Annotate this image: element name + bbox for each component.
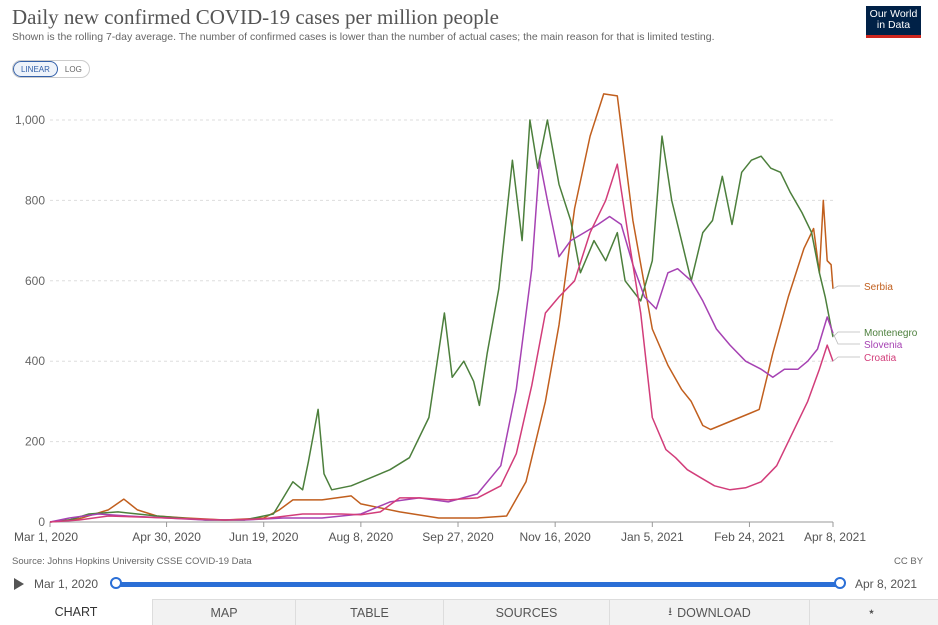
x-tick-label: Jun 19, 2020 (229, 530, 299, 544)
series-label-connector (832, 356, 860, 362)
series-label-connector (832, 331, 860, 338)
x-tick-label: Jan 5, 2021 (621, 530, 684, 544)
x-tick-label: Apr 8, 2021 (804, 530, 866, 544)
series-label-connector (832, 332, 860, 345)
tab-table[interactable]: TABLE (295, 599, 443, 625)
scale-toggle: LINEAR LOG (12, 60, 90, 78)
timeline-end-label: Apr 8, 2021 (855, 577, 918, 591)
linear-scale-button[interactable]: LINEAR (13, 61, 58, 77)
y-tick-label: 200 (25, 435, 45, 449)
timeline-track[interactable] (116, 582, 840, 587)
tab-table-label: TABLE (350, 605, 389, 620)
series-label-montenegro: Montenegro (864, 328, 918, 339)
series-line-slovenia (49, 159, 834, 523)
timeline-end-handle[interactable] (834, 577, 846, 589)
x-tick-label: Aug 8, 2020 (329, 530, 394, 544)
series-line-serbia (49, 93, 834, 523)
chart-title: Daily new confirmed COVID-19 cases per m… (12, 5, 499, 29)
x-tick-label: Mar 1, 2020 (14, 530, 78, 544)
y-tick-label: 1,000 (15, 113, 45, 127)
x-tick-label: Apr 30, 2020 (132, 530, 201, 544)
log-scale-button[interactable]: LOG (64, 64, 82, 74)
y-tick-label: 800 (25, 193, 45, 207)
x-tick-label: Feb 24, 2021 (714, 530, 785, 544)
logo-line1: Our World (869, 8, 918, 20)
series-line-montenegro (49, 119, 834, 523)
series-line-croatia (49, 163, 834, 523)
play-icon[interactable] (14, 578, 24, 590)
y-tick-label: 600 (25, 274, 45, 288)
tab-download[interactable]: ⭳ DOWNLOAD (609, 599, 809, 625)
tab-chart-label: CHART (54, 605, 98, 619)
y-tick-label: 400 (25, 354, 45, 368)
series-label-serbia: Serbia (864, 282, 893, 293)
timeline-start-label: Mar 1, 2020 (34, 577, 99, 591)
x-tick-label: Nov 16, 2020 (519, 530, 591, 544)
share-icon: ⭑ (868, 606, 875, 618)
tab-share[interactable]: ⭑ (809, 599, 938, 625)
tab-map-label: MAP (210, 605, 238, 620)
tab-sources-label: SOURCES (495, 605, 558, 620)
series-label-connector (832, 285, 860, 290)
x-tick-label: Sep 27, 2020 (422, 530, 494, 544)
series-label-croatia: Croatia (864, 353, 897, 364)
license-label[interactable]: CC BY (894, 556, 924, 567)
tab-download-label: DOWNLOAD (677, 605, 751, 620)
bottom-tabs: CHART MAP TABLE SOURCES ⭳ DOWNLOAD ⭑ (0, 599, 938, 625)
source-note[interactable]: Source: Johns Hopkins University CSSE CO… (12, 556, 252, 567)
series-label-slovenia: Slovenia (864, 340, 903, 351)
chart-subtitle: Shown is the rolling 7-day average. The … (12, 31, 715, 43)
logo-line2: in Data (876, 19, 911, 31)
timeline-slider: Mar 1, 2020 Apr 8, 2021 (0, 575, 938, 595)
download-icon: ⭳ (668, 606, 673, 618)
line-chart: 0 200 400 600 800 1,000 Mar 1, 2020 Apr 30, 202… (14, 93, 918, 544)
owid-logo[interactable]: Our World in Data (866, 6, 921, 38)
y-tick-label: 0 (38, 515, 45, 529)
timeline-start-handle[interactable] (110, 577, 122, 589)
tab-sources[interactable]: SOURCES (443, 599, 609, 625)
tab-map[interactable]: MAP (152, 599, 295, 625)
tab-chart[interactable]: CHART (0, 599, 152, 625)
